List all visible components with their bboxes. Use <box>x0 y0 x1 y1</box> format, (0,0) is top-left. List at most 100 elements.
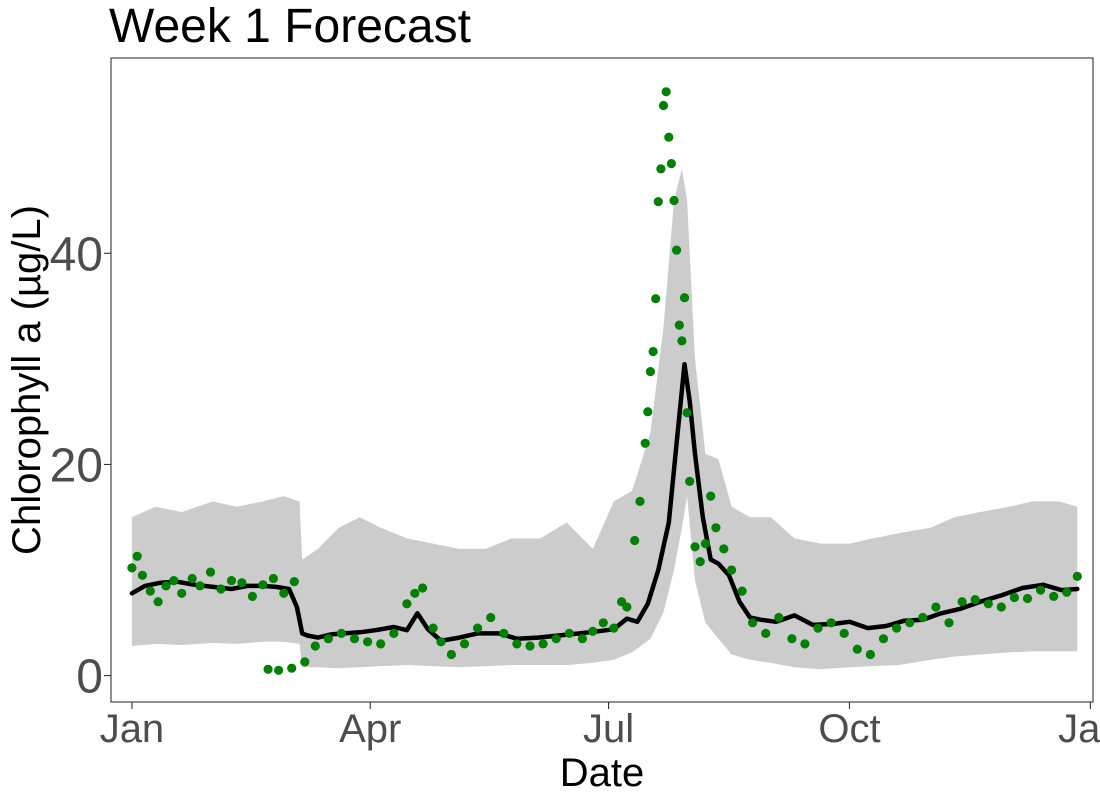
observation-points-layer <box>127 87 1082 675</box>
observation-point <box>1062 587 1072 597</box>
plot-panel-border <box>110 57 1094 703</box>
y-axis-ticks: 0 20 40 <box>50 228 111 704</box>
observation-point <box>918 612 928 623</box>
observation-point <box>258 580 268 590</box>
observation-point <box>685 476 695 486</box>
observation-point <box>931 602 941 612</box>
observation-point <box>737 586 747 596</box>
observation-point <box>161 581 171 591</box>
x-tick-label: Jul <box>583 707 634 751</box>
observation-point <box>748 618 758 628</box>
y-tick-label: 20 <box>50 439 103 492</box>
observation-point <box>274 665 284 675</box>
prediction-interval-band <box>131 168 1078 670</box>
observation-point <box>727 565 737 575</box>
y-tick-label: 40 <box>50 228 103 281</box>
observation-point <box>944 618 954 628</box>
observation-point <box>486 612 496 623</box>
observation-point <box>630 535 640 546</box>
observation-point <box>187 573 197 584</box>
observation-point <box>1072 571 1082 582</box>
observation-point <box>564 628 574 639</box>
observation-point <box>389 628 399 639</box>
observation-point <box>287 663 297 673</box>
observation-point <box>588 626 598 636</box>
observation-point <box>787 634 797 644</box>
observation-point <box>512 639 522 649</box>
observation-point <box>169 576 179 586</box>
x-axis-ticks: Jan Apr Jul Oct Jan <box>100 702 1100 751</box>
observation-point <box>349 634 360 644</box>
observation-point <box>651 294 661 304</box>
observation-point <box>499 628 509 639</box>
observation-point <box>279 588 289 598</box>
observation-point <box>774 612 784 623</box>
observation-point <box>137 570 147 580</box>
observation-point <box>635 496 645 506</box>
observation-point <box>195 581 205 591</box>
observation-point <box>622 602 632 612</box>
observation-point <box>970 595 980 605</box>
x-tick-label: Jan <box>100 707 165 751</box>
observation-point <box>648 346 658 357</box>
observation-point <box>323 634 333 644</box>
observation-point <box>813 623 823 633</box>
observation-point <box>983 599 993 609</box>
observation-point <box>268 573 278 584</box>
observation-point <box>996 602 1006 612</box>
observation-point <box>826 618 836 628</box>
observation-point <box>653 197 663 207</box>
observation-point <box>839 628 849 639</box>
observation-point <box>551 634 561 644</box>
observation-point <box>761 628 771 639</box>
y-axis-title: Chlorophyll a (µg/L) <box>5 205 49 555</box>
y-tick-label: 0 <box>76 651 103 704</box>
forecast-line <box>129 361 1080 644</box>
observation-point <box>640 438 650 448</box>
observation-point <box>436 637 446 647</box>
observation-point <box>957 597 967 607</box>
observation-point <box>473 623 483 633</box>
observation-point <box>237 578 247 588</box>
observation-point <box>690 542 700 552</box>
observation-point <box>672 245 682 255</box>
observation-point <box>363 637 373 647</box>
observation-point <box>800 639 810 649</box>
observation-point <box>263 664 273 674</box>
observation-point <box>216 584 226 594</box>
observation-point <box>609 623 619 633</box>
observation-point <box>132 551 142 561</box>
observation-point <box>418 583 428 593</box>
observation-point <box>336 628 346 639</box>
observation-point <box>645 367 656 377</box>
observation-point <box>674 320 684 330</box>
forecast-line-layer <box>129 361 1080 644</box>
observation-point <box>402 599 412 609</box>
observation-point <box>679 293 690 303</box>
observation-point <box>700 539 711 549</box>
x-tick-label: Oct <box>818 707 880 751</box>
observation-point <box>598 618 608 628</box>
observation-point <box>247 591 257 602</box>
observation-point <box>1009 592 1020 603</box>
x-axis-title: Date <box>560 751 645 795</box>
observation-point <box>205 567 216 577</box>
observation-point <box>677 336 687 346</box>
observation-point <box>695 557 705 567</box>
observation-point <box>719 544 729 554</box>
observation-point <box>878 634 889 644</box>
observation-point <box>145 586 155 596</box>
observation-point <box>666 159 677 169</box>
observation-point <box>410 588 420 598</box>
observation-point <box>525 641 535 651</box>
observation-point <box>865 649 876 660</box>
observation-point <box>177 588 187 598</box>
observation-point <box>1036 585 1046 595</box>
observation-point <box>656 164 666 174</box>
observation-point <box>643 407 653 417</box>
observation-point <box>459 639 470 649</box>
observation-point <box>153 597 163 607</box>
observation-point <box>892 623 902 633</box>
observation-point <box>376 639 386 649</box>
